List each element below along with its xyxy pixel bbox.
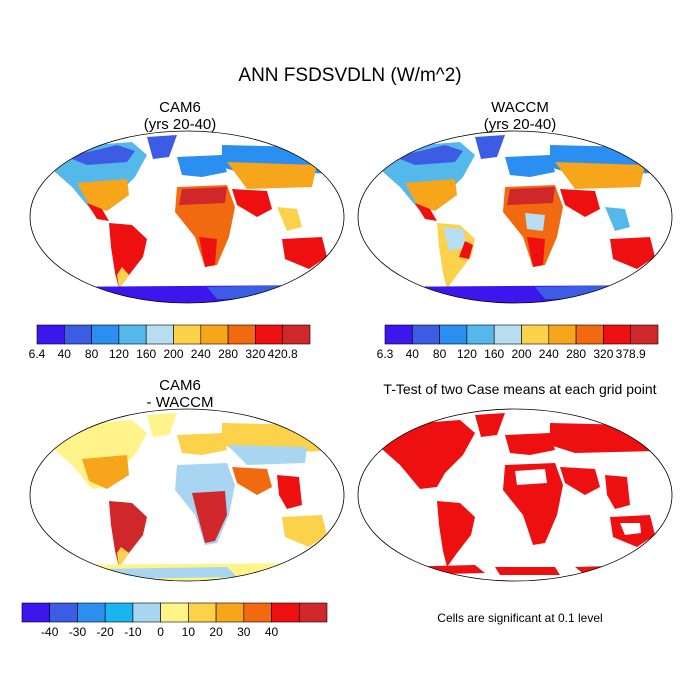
- colorbar-swatch: [630, 324, 659, 345]
- colorbar-swatch: [104, 602, 134, 623]
- colorbar-tick-label: 240: [191, 347, 211, 361]
- colorbar-swatch: [49, 602, 78, 623]
- colorbar-tick-label: -30: [69, 625, 87, 639]
- colorbar-swatch: [227, 324, 256, 345]
- colorbar-tick-label: -10: [124, 625, 142, 639]
- colorbar-swatch: [575, 324, 604, 345]
- colorbar-tick-label: 80: [85, 347, 99, 361]
- panel-title-line: CAM6: [159, 99, 201, 116]
- significance-note: Cells are significant at 0.1 level: [437, 611, 603, 625]
- panel-title-line: (yrs 20-40): [143, 115, 217, 133]
- colorbar-swatch: [384, 324, 413, 345]
- colorbar-tick-label: 40: [58, 347, 72, 361]
- colorbar-tick-label: 200: [511, 347, 531, 361]
- colorbar-swatch: [493, 324, 522, 345]
- page-title: ANN FSDSVDLN (W/m^2): [238, 65, 462, 86]
- colorbar-tick-label: 20: [209, 625, 223, 639]
- colorbar-tick-label: 320: [245, 347, 265, 361]
- colorbar-swatch: [255, 324, 283, 345]
- colorbar-swatch: [466, 324, 495, 345]
- colorbar-swatch: [118, 324, 147, 345]
- colorbar-tick-label: 160: [484, 347, 504, 361]
- colorbar-tick-label: 420.8: [268, 347, 298, 361]
- colorbar-swatch: [298, 602, 328, 623]
- colorbar-tick-label: 80: [433, 347, 447, 361]
- colorbar-tick-label: 120: [109, 347, 129, 361]
- colorbar-tick-label: 280: [218, 347, 238, 361]
- colorbar-tick-label: 0: [157, 625, 164, 639]
- colorbar-tick-label: 160: [136, 347, 156, 361]
- colorbar-swatch: [200, 324, 229, 345]
- colorbar-tick-label: 6.3: [377, 347, 394, 361]
- panel-title-cam6: CAM6 (yrs 20-40): [60, 99, 300, 133]
- colorbar-tick-label: 10: [182, 625, 196, 639]
- colorbar-cam6: 6.4 40 80 120 160 200 240 280 320 420.8: [29, 324, 311, 361]
- panel-title-waccm: WACCM (yrs 20-40): [400, 99, 640, 133]
- colorbar-swatch: [132, 602, 161, 623]
- colorbar-swatch: [77, 602, 106, 623]
- colorbar-swatch: [271, 602, 300, 623]
- colorbar-tick-label: -20: [97, 625, 115, 639]
- colorbar-tick-label: 280: [566, 347, 586, 361]
- panel-title-line: CAM6: [159, 377, 201, 394]
- colorbar-swatch: [64, 324, 92, 345]
- colorbar-tick-label: 30: [237, 625, 251, 639]
- colorbar-swatch: [21, 602, 51, 623]
- colorbar-diff: -40 -30 -20 -10 0 10 20 30 40: [21, 602, 328, 639]
- panel-title-line: (yrs 20-40): [483, 115, 557, 133]
- colorbar-tick-label: 6.4: [29, 347, 46, 361]
- colorbar-waccm: 6.3 40 80 120 160 200 240 280 320 378.9: [377, 324, 659, 361]
- panel-title-diff: CAM6 - WACCM: [60, 377, 300, 411]
- colorbar-tick-label: 120: [457, 347, 477, 361]
- colorbar-tick-label: 240: [539, 347, 559, 361]
- colorbar-swatch: [145, 324, 174, 345]
- colorbar-swatch: [521, 324, 550, 345]
- colorbar-tick-label: -40: [41, 625, 59, 639]
- colorbar-swatch: [36, 324, 65, 345]
- colorbar-swatch: [411, 324, 440, 345]
- colorbar-tick-label: 200: [163, 347, 183, 361]
- colorbar-tick-label: 320: [593, 347, 613, 361]
- colorbar-swatch: [282, 324, 311, 345]
- panel-title-line: - WACCM: [146, 393, 214, 411]
- colorbar-tick-label: 40: [265, 625, 279, 639]
- colorbar-swatch: [173, 324, 202, 345]
- map-panel-waccm: [357, 130, 673, 304]
- panel-title-ttest: T-Test of two Case means at each grid po…: [383, 381, 657, 397]
- colorbar-swatch: [603, 324, 632, 345]
- panel-title-line: WACCM: [491, 99, 549, 116]
- map-panel-ttest: [357, 408, 673, 582]
- colorbar-swatch: [188, 602, 217, 623]
- map-panel-diff: [29, 408, 345, 582]
- colorbar-tick-label: 378.9: [616, 347, 646, 361]
- colorbar-swatch: [91, 324, 120, 345]
- colorbar-swatch: [439, 324, 468, 345]
- map-panel-cam6: [29, 130, 345, 304]
- colorbar-swatch: [160, 602, 189, 623]
- colorbar-tick-label: 40: [406, 347, 420, 361]
- colorbar-swatch: [548, 324, 577, 345]
- colorbar-swatch: [215, 602, 245, 623]
- colorbar-swatch: [243, 602, 272, 623]
